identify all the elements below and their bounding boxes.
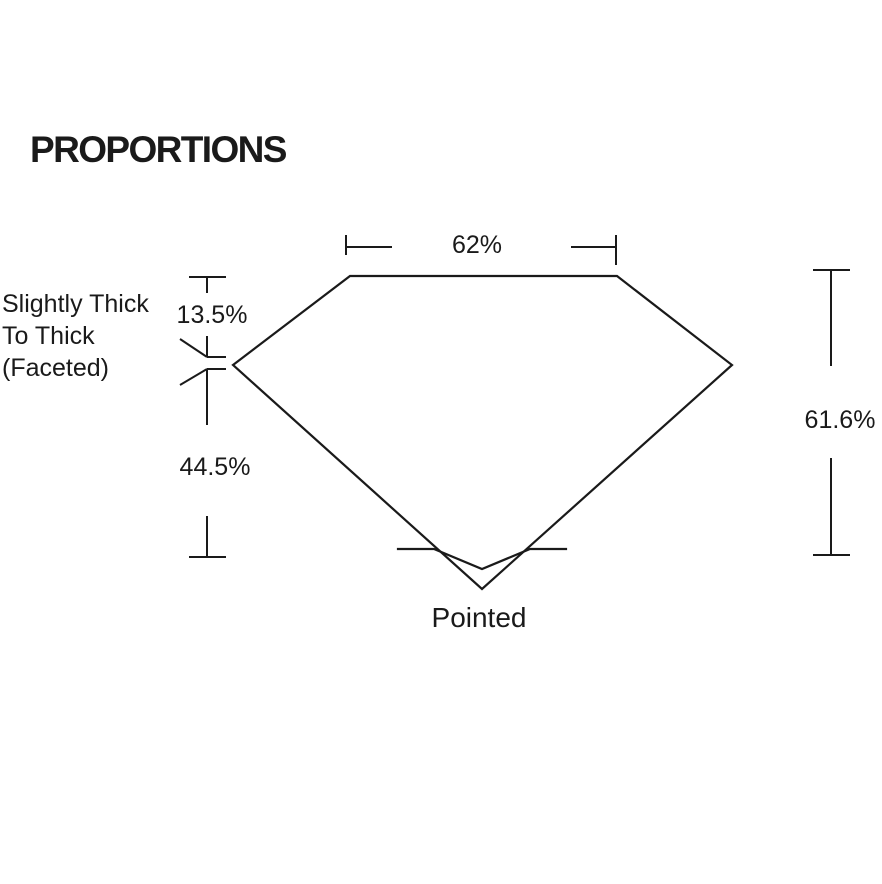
svg-text:61.6%: 61.6%: [805, 406, 876, 434]
svg-text:62%: 62%: [452, 231, 502, 259]
svg-text:Pointed: Pointed: [432, 602, 527, 633]
svg-text:44.5%: 44.5%: [180, 453, 251, 481]
svg-text:13.5%: 13.5%: [177, 301, 248, 329]
